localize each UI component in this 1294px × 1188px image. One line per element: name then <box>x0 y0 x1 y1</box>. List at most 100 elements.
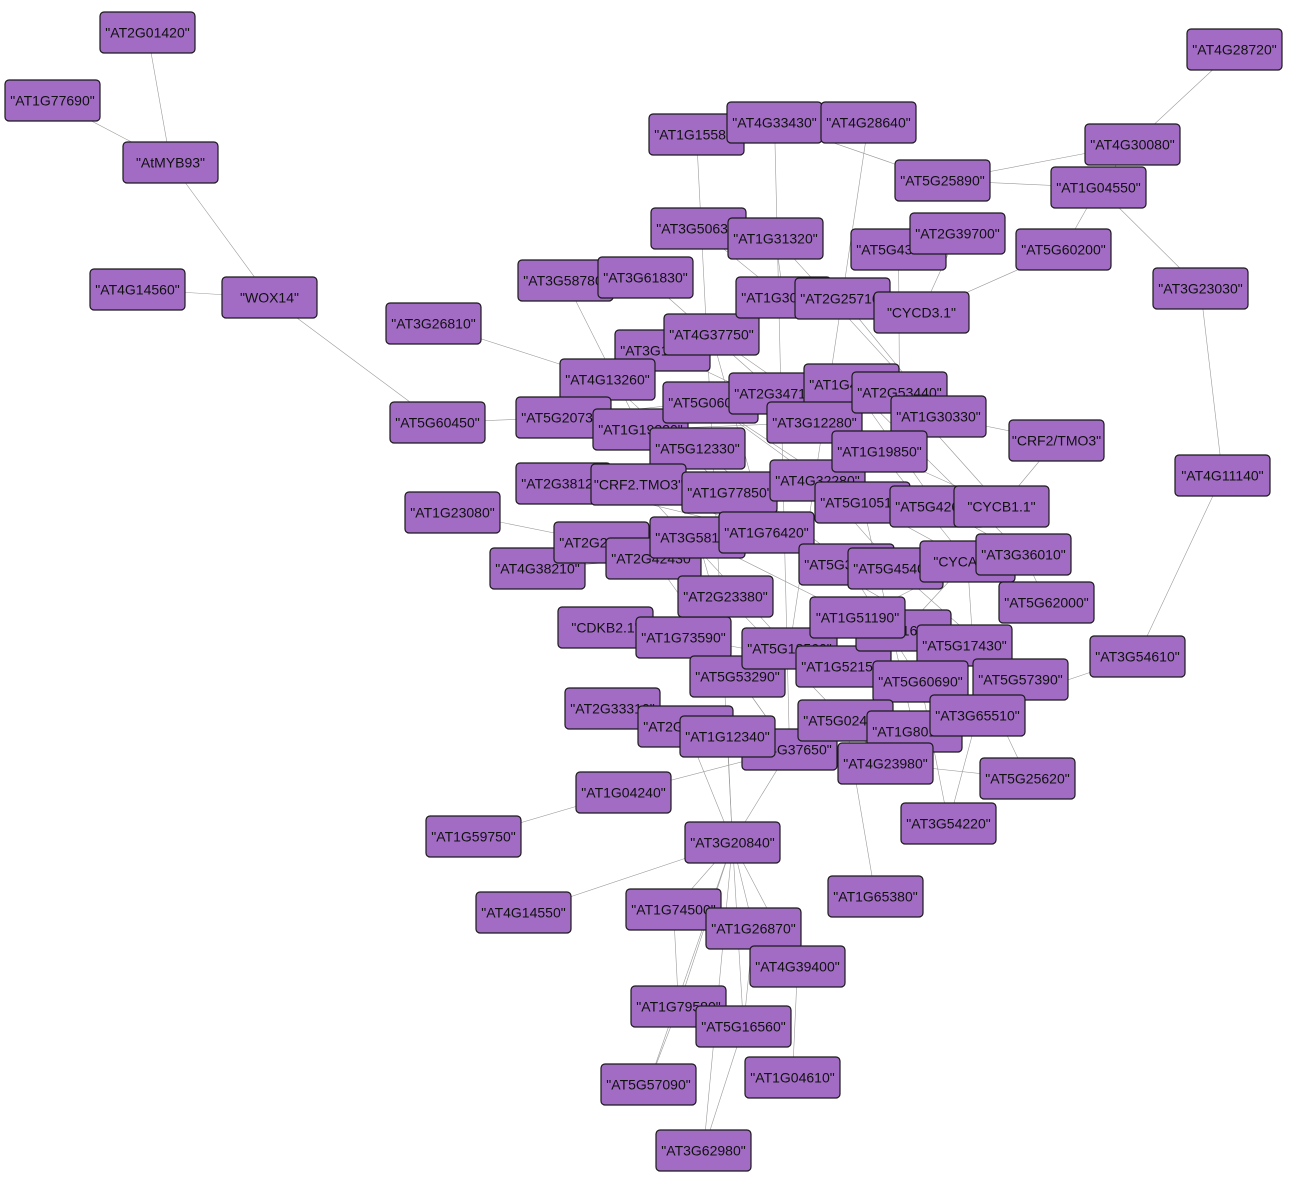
graph-node[interactable]: "AT1G31320" <box>727 217 824 260</box>
graph-node[interactable]: "AT4G14560" <box>89 268 186 311</box>
graph-node[interactable]: "AT5G17430" <box>916 624 1013 667</box>
node-label: "AT5G16560" <box>701 1019 785 1035</box>
graph-node[interactable]: "CRF2.TMO3" <box>590 463 687 506</box>
graph-node[interactable]: "AT1G12340" <box>679 715 776 758</box>
graph-node[interactable]: "AT3G26810" <box>385 302 482 345</box>
graph-node[interactable]: "CRF2/TMO3" <box>1008 419 1105 462</box>
node-label: "AT2G33310" <box>570 701 654 717</box>
graph-node[interactable]: "AT5G25890" <box>894 159 991 202</box>
node-label: "AT3G65510" <box>935 708 1019 724</box>
graph-node[interactable]: "AT5G25620" <box>979 757 1076 800</box>
node-label: "AT5G17430" <box>922 638 1006 654</box>
graph-node[interactable]: "AT4G14550" <box>475 891 572 934</box>
graph-node[interactable]: "AT1G15580" <box>648 113 745 156</box>
graph-node[interactable]: "AT5G60690" <box>872 660 969 703</box>
node-box <box>404 491 501 534</box>
graph-node[interactable]: "AT2G39700" <box>909 212 1006 255</box>
graph-node[interactable]: "AT4G39400" <box>749 945 846 988</box>
node-label: "AT5G62000" <box>1004 595 1088 611</box>
edge-n83-n90 <box>648 842 733 1085</box>
edge-n75-n78 <box>1137 475 1223 657</box>
graph-node[interactable]: "AT5G45400" <box>847 547 944 590</box>
graph-node[interactable]: "AT4G33430" <box>726 101 823 144</box>
graph-node[interactable]: "CYCD3.1" <box>873 291 970 334</box>
node-box <box>122 141 219 184</box>
node-box <box>389 401 486 444</box>
graph-node[interactable]: "AT1G04550" <box>1050 166 1147 209</box>
node-box <box>99 11 196 54</box>
graph-node[interactable]: "AT5G20730" <box>515 396 612 439</box>
graph-node[interactable]: "AT3G20840" <box>684 821 781 864</box>
node-label: "AT5G25890" <box>900 173 984 189</box>
graph-node[interactable]: "AT1G59750" <box>425 815 522 858</box>
graph-node[interactable]: "AT1G30330" <box>890 395 987 438</box>
node-box <box>575 771 672 814</box>
node-label: "CYCD3.1" <box>887 305 956 321</box>
node-box <box>385 302 482 345</box>
node-label: "AT4G28640" <box>826 115 910 131</box>
graph-node[interactable]: "AT1G76420" <box>718 511 815 554</box>
node-box <box>872 660 969 703</box>
graph-node[interactable]: "AT2G33310" <box>564 687 661 730</box>
graph-node[interactable]: "AT3G65510" <box>929 694 1026 737</box>
graph-node[interactable]: "AT3G50630" <box>650 207 747 250</box>
graph-node[interactable]: "AT3G54610" <box>1089 635 1186 678</box>
graph-node[interactable]: "AT5G60200" <box>1015 228 1112 271</box>
graph-node[interactable]: "AT1G26870" <box>705 907 802 950</box>
graph-node[interactable]: "AT3G62980" <box>655 1129 752 1172</box>
graph-node[interactable]: "CYCB1.1" <box>953 485 1050 528</box>
graph-node[interactable]: "AT2G01420" <box>99 11 196 54</box>
graph-node[interactable]: "AT3G54220" <box>900 802 997 845</box>
graph-node[interactable]: "AT4G11140" <box>1174 454 1271 497</box>
node-label: "AT5G60450" <box>395 415 479 431</box>
node-label: "AT1G04550" <box>1056 180 1140 196</box>
graph-node[interactable]: "AT4G37750" <box>663 313 760 356</box>
node-label: "AT1G74500" <box>631 902 715 918</box>
node-label: "AT4G37750" <box>669 327 753 343</box>
node-label: "AT1G04240" <box>581 785 665 801</box>
graph-node[interactable]: "AT5G16560" <box>695 1005 792 1048</box>
edge-n1-n3 <box>147 32 171 163</box>
node-label: "AT1G51190" <box>816 610 899 626</box>
graph-node[interactable]: "AT1G04610" <box>744 1056 841 1099</box>
graph-node[interactable]: "AT4G28720" <box>1186 28 1283 71</box>
graph-node[interactable]: "AT5G10510" <box>814 481 911 524</box>
node-label: "AT1G15580" <box>654 127 738 143</box>
node-box <box>979 757 1076 800</box>
graph-node[interactable]: "AT2G25710" <box>794 277 891 320</box>
graph-node[interactable]: "AtMYB93" <box>122 141 219 184</box>
graph-node[interactable]: "AT4G28640" <box>820 101 917 144</box>
graph-node[interactable]: "AT5G12330" <box>649 427 746 470</box>
graph-node[interactable]: "AT3G58780" <box>517 259 614 302</box>
graph-node[interactable]: "AT5G57090" <box>600 1063 697 1106</box>
graph-node[interactable]: "AT3G36010" <box>975 533 1072 576</box>
graph-node[interactable]: "AT4G23980" <box>837 742 934 785</box>
node-label: "AT1G04610" <box>750 1070 834 1086</box>
graph-node[interactable]: "WOX14" <box>221 276 318 319</box>
graph-node[interactable]: "AT1G74500" <box>625 888 722 931</box>
graph-node[interactable]: "AT1G23080" <box>404 491 501 534</box>
graph-node[interactable]: "AT1G04240" <box>575 771 672 814</box>
node-box <box>1084 123 1181 166</box>
graph-node[interactable]: "AT1G52150" <box>795 645 892 688</box>
node-label: "AT3G58780" <box>523 273 607 289</box>
graph-node[interactable]: "AT1G19850" <box>831 430 928 473</box>
graph-node[interactable]: "AT1G77690" <box>4 79 101 122</box>
graph-node[interactable]: "AT3G61830" <box>597 256 694 299</box>
graph-node[interactable]: "AT1G77850" <box>681 471 778 514</box>
node-label: "AT4G14560" <box>95 282 179 298</box>
node-box <box>221 276 318 319</box>
graph-node[interactable]: "AT4G13260" <box>559 358 656 401</box>
graph-node[interactable]: "AT5G62000" <box>998 581 1095 624</box>
graph-node[interactable]: "AT1G51190" <box>809 596 906 639</box>
graph-node[interactable]: "AT3G23030" <box>1152 267 1249 310</box>
node-box <box>1015 228 1112 271</box>
graph-node[interactable]: "AT2G38120" <box>515 462 612 505</box>
graph-node[interactable]: "AT5G57390" <box>972 658 1069 701</box>
graph-node[interactable]: "AT1G65380" <box>827 875 924 918</box>
graph-node[interactable]: "AT1G73590" <box>635 616 732 659</box>
node-box <box>718 511 815 554</box>
graph-node[interactable]: "AT2G23380" <box>677 575 774 618</box>
graph-node[interactable]: "AT4G30080" <box>1084 123 1181 166</box>
graph-node[interactable]: "AT5G60450" <box>389 401 486 444</box>
